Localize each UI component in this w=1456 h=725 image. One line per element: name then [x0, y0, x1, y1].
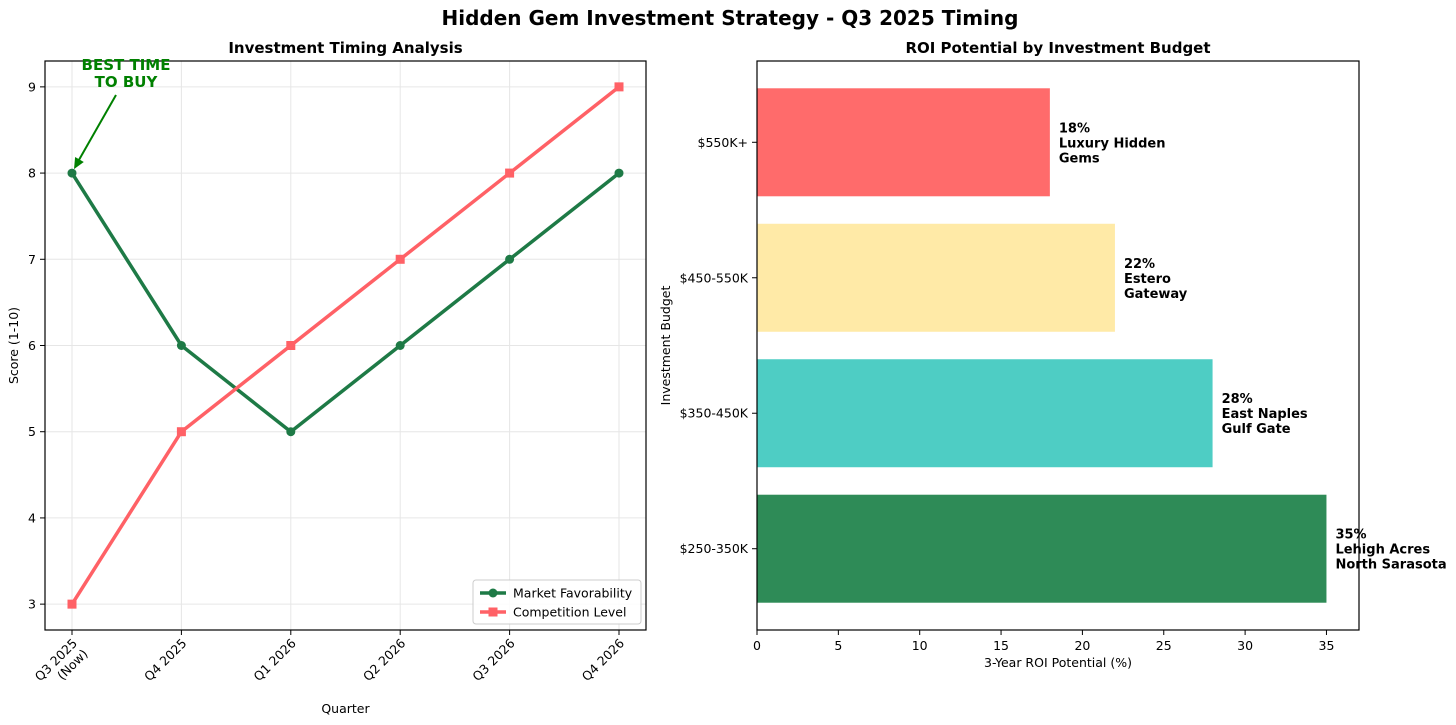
x-tick-label: Q3 2025(Now) [32, 636, 91, 695]
data-point [395, 254, 405, 264]
data-point [286, 341, 296, 350]
y-tick-label: 5 [28, 424, 36, 439]
plot-frame [756, 60, 1360, 631]
data-point [614, 82, 624, 92]
x-tick-label: 5 [834, 638, 842, 653]
bar-data-label: 28% East Naples Gulf Gate [1222, 392, 1308, 437]
y-tick-label: 3 [28, 597, 36, 612]
annotation-arrow-line [75, 94, 117, 166]
x-tick-label: Q3 2026 [469, 635, 518, 684]
bar [757, 223, 1115, 332]
y-tick-label: 9 [28, 79, 36, 94]
x-tick-label: 15 [993, 638, 1009, 653]
bar-data-label: 18% Luxury Hidden Gems [1059, 121, 1166, 166]
chart-title: ROI Potential by Investment Budget [905, 39, 1210, 57]
data-point [505, 254, 515, 264]
x-axis-label: Quarter [321, 701, 370, 716]
legend-swatch-marker [488, 607, 498, 617]
y-tick-label: 7 [28, 252, 36, 267]
y-tick-label: 6 [28, 338, 36, 353]
y-tick-label: $350-450K [680, 406, 749, 421]
x-tick-label: Q1 2026 [250, 635, 299, 684]
figure-title: Hidden Gem Investment Strategy - Q3 2025… [442, 6, 1019, 30]
data-point [286, 427, 296, 437]
bar [757, 88, 1050, 197]
x-tick-label: 30 [1237, 638, 1253, 653]
y-tick-label: $550K+ [698, 135, 748, 150]
legend-entry: Competition Level [513, 605, 626, 620]
y-tick-label: 8 [28, 166, 36, 181]
bar [757, 494, 1327, 603]
y-tick-label: 4 [28, 510, 36, 525]
x-tick-label: Q4 2026 [579, 635, 628, 684]
x-tick-label: 25 [1156, 638, 1172, 653]
data-point [505, 168, 515, 178]
x-tick-label: Q2 2026 [360, 635, 409, 684]
series-line-1 [70, 85, 621, 606]
annotation-text: BEST TIME TO BUY [82, 56, 171, 91]
bar [757, 359, 1213, 468]
y-axis-label: Score (1-10) [6, 307, 21, 384]
bar-data-label: 35% Lehigh Acres North Sarasota [1335, 528, 1446, 573]
y-axis-label: Investment Budget [658, 286, 673, 406]
chart-title: Investment Timing Analysis [228, 39, 462, 57]
data-point [614, 168, 624, 178]
series-line-0 [70, 171, 621, 434]
annotation-arrow-head [74, 157, 84, 170]
timing-line-chart: 3 4 5 6 7 8 9 Q3 2025(Now) Q4 2025 Q1 2026 Q2 2026… [6, 39, 647, 716]
bar-data-label: 22% Estero Gateway [1124, 257, 1188, 302]
x-tick-label: 10 [912, 638, 928, 653]
legend-swatch-marker [488, 588, 498, 598]
y-tick-label: $250-350K [680, 541, 749, 556]
data-point [67, 168, 77, 178]
x-tick-label: Q4 2025 [141, 636, 189, 684]
data-point [176, 341, 186, 350]
x-tick-label: 0 [753, 638, 761, 653]
x-tick-label: 20 [1074, 638, 1090, 653]
roi-bar-chart: $250-350K 35% Lehigh Acres North Sarasota $3… [658, 39, 1447, 670]
data-point [395, 341, 405, 350]
data-point [176, 427, 186, 437]
x-tick-label: 35 [1319, 638, 1335, 653]
x-axis-label: 3-Year ROI Potential (%) [984, 655, 1132, 670]
data-point [67, 599, 77, 609]
legend-box [472, 579, 642, 625]
y-tick-label: $450-550K [680, 270, 749, 285]
legend-entry: Market Favorability [513, 586, 633, 601]
